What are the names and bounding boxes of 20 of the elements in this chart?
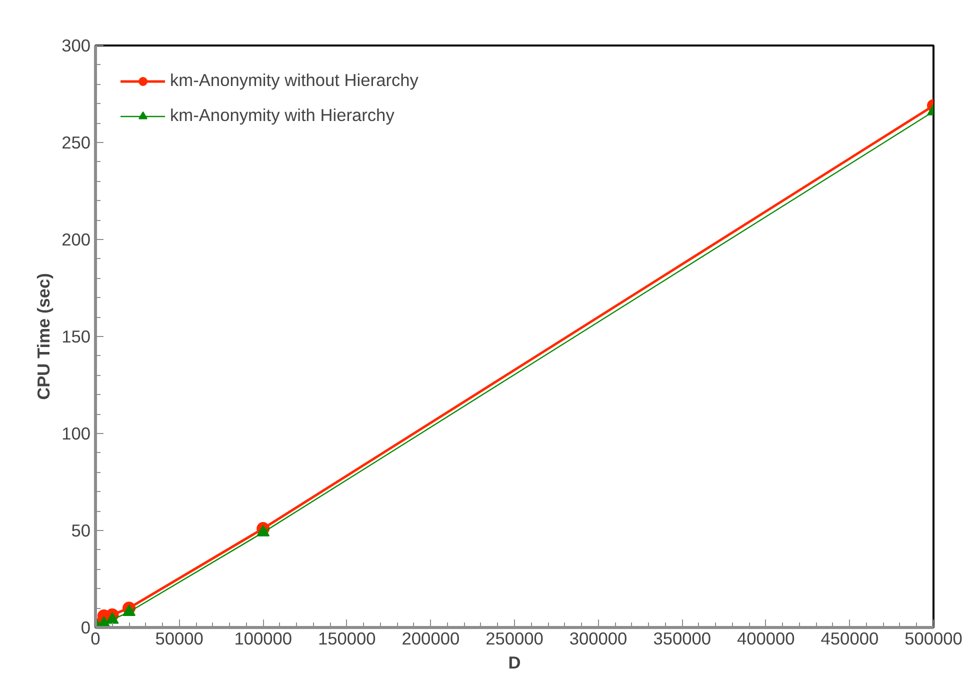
x-tick-label: 500000 bbox=[904, 628, 962, 648]
y-tick-label: 250 bbox=[62, 132, 91, 152]
y-tick-label: 50 bbox=[71, 520, 91, 540]
legend-label: km-Anonymity without Hierarchy bbox=[170, 70, 418, 91]
y-tick-label: 150 bbox=[62, 326, 91, 346]
x-axis-title: D bbox=[508, 652, 521, 672]
y-tick-label: 100 bbox=[62, 424, 91, 444]
x-tick-label: 100000 bbox=[234, 628, 292, 648]
x-tick-label: 300000 bbox=[569, 628, 628, 648]
x-tick-label: 400000 bbox=[736, 628, 795, 648]
x-tick-label: 450000 bbox=[820, 628, 879, 648]
y-axis-title: CPU Time (sec) bbox=[34, 273, 54, 400]
legend-label: km-Anonymity with Hierarchy bbox=[170, 105, 394, 126]
y-tick-label: 300 bbox=[62, 36, 91, 56]
x-tick-label: 350000 bbox=[653, 628, 712, 648]
y-tick-label: 200 bbox=[62, 230, 91, 250]
x-tick-label: 200000 bbox=[402, 628, 460, 648]
x-tick-label: 50000 bbox=[155, 628, 204, 648]
x-tick-label: 250000 bbox=[486, 628, 544, 648]
x-tick-label: 150000 bbox=[318, 628, 376, 648]
